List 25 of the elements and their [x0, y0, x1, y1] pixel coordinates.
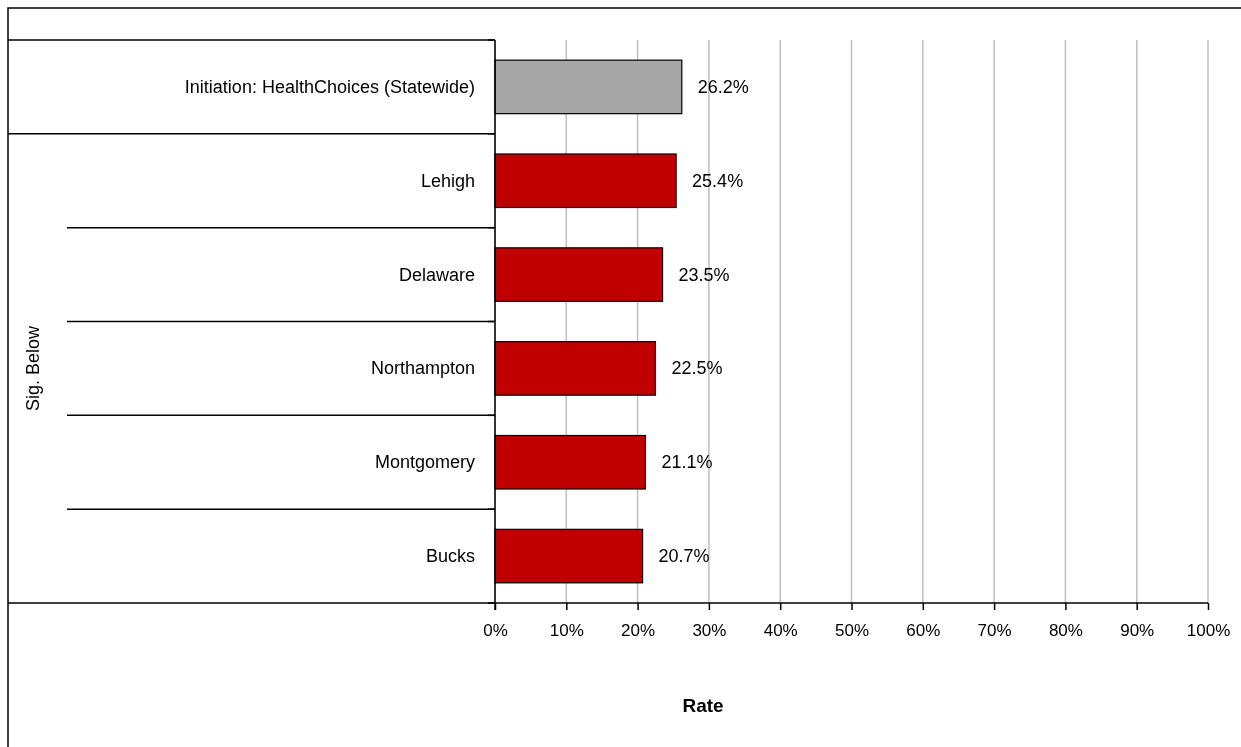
text: Sig. Below: [23, 324, 43, 411]
data-label: 23.5%: [678, 264, 730, 285]
x-tick-label: 70%: [977, 621, 1012, 641]
x-axis-title: Rate: [682, 694, 724, 716]
x-tick-label: 60%: [906, 621, 941, 641]
x-tick-label: 10%: [549, 621, 584, 641]
data-label: 20.7%: [658, 546, 710, 567]
data-label: 26.2%: [697, 76, 749, 97]
x-tick-label: 90%: [1120, 621, 1155, 641]
x-tick-label: 100%: [1186, 621, 1231, 641]
data-label: 22.5%: [671, 358, 723, 379]
y-tick-label: Bucks: [425, 546, 475, 567]
x-tick-label: 40%: [763, 621, 798, 641]
x-tick-label: 50%: [834, 621, 870, 641]
y-tick-label: Initiation: HealthChoices (Statewide): [184, 76, 475, 97]
y-tick-label: Montgomery: [374, 452, 475, 473]
y-tick-label: Delaware: [398, 264, 475, 285]
data-label: 25.4%: [692, 170, 744, 191]
y-tick-label: Northampton: [370, 358, 475, 379]
x-tick-label: 30%: [692, 621, 727, 641]
data-label: 21.1%: [661, 452, 713, 473]
x-tick-label: 0%: [483, 621, 508, 641]
y-tick-label: Lehigh: [420, 170, 475, 191]
x-tick-label: 20%: [621, 621, 656, 641]
x-tick-label: 80%: [1048, 621, 1083, 641]
